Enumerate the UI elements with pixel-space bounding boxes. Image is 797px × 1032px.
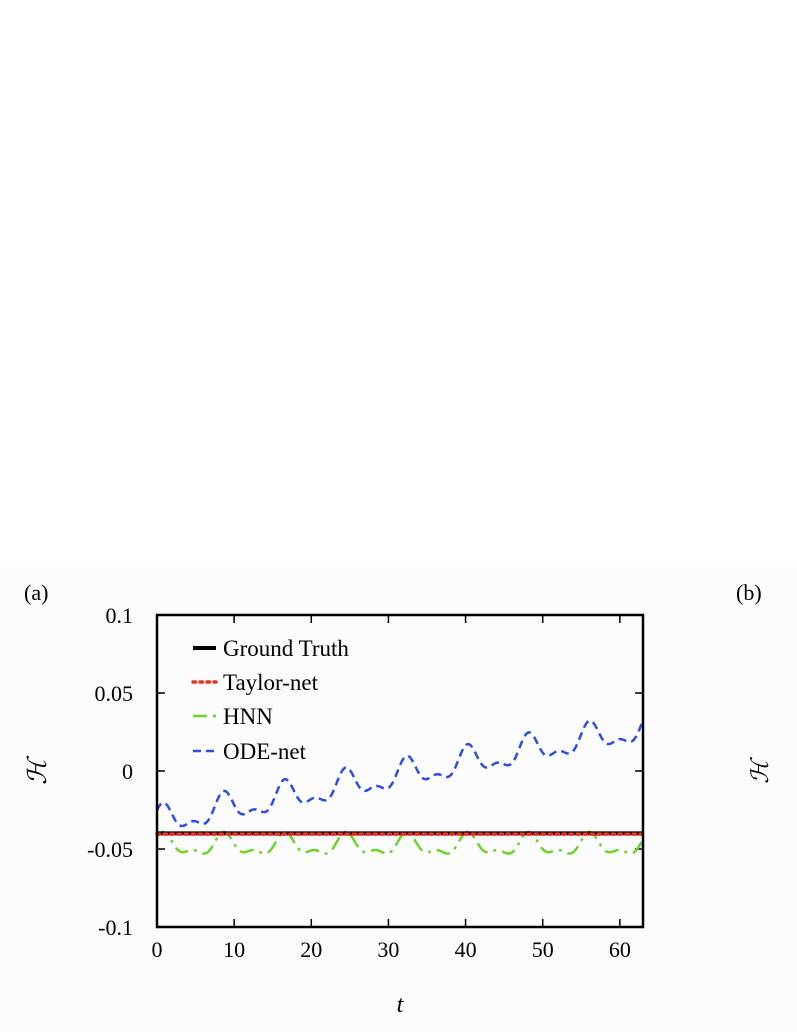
x-tick-label: 0 bbox=[152, 937, 163, 962]
chart-a: (a) (b) ℋ ℋ t 0 10 20 30 40 50 60 0.1 0.05 0 -0.05… bbox=[23, 580, 774, 1018]
x-axis-label: t bbox=[397, 992, 405, 1018]
y-tick-label: 0 bbox=[122, 759, 133, 784]
x-tick-label: 50 bbox=[532, 937, 554, 962]
plot-frame bbox=[155, 613, 645, 929]
legend-label: ODE-net bbox=[223, 739, 307, 764]
legend-label: HNN bbox=[223, 704, 273, 729]
y-tick-label: -0.1 bbox=[98, 915, 133, 940]
panel-label-b: (b) bbox=[736, 580, 762, 605]
y-tick-label: 0.05 bbox=[95, 681, 134, 706]
x-tick-label: 60 bbox=[609, 937, 631, 962]
series-line bbox=[155, 830, 645, 855]
y-tick-label: 0.1 bbox=[106, 603, 134, 628]
x-tick-label: 20 bbox=[300, 937, 322, 962]
panel-label-a: (a) bbox=[24, 580, 48, 605]
legend-label: Taylor-net bbox=[223, 670, 319, 695]
panel-b-ylabel: ℋ bbox=[748, 757, 774, 784]
x-tick-label: 40 bbox=[455, 937, 477, 962]
series-group bbox=[155, 719, 645, 855]
x-tick-label: 30 bbox=[377, 937, 399, 962]
legend-label: Ground Truth bbox=[223, 636, 349, 661]
axis-ticks: 0 10 20 30 40 50 60 0.1 0.05 0 -0.05 -0.1 bbox=[87, 603, 643, 962]
y-axis-label: ℋ bbox=[23, 755, 52, 785]
series-line bbox=[155, 719, 645, 828]
x-tick-label: 10 bbox=[223, 937, 245, 962]
figure-panel: (a) (b) ℋ ℋ t 0 10 20 30 40 50 60 0.1 0.05 0 -0.05… bbox=[0, 562, 797, 1032]
y-tick-label: -0.05 bbox=[87, 837, 133, 862]
legend: Ground Truth Taylor-net HNN ODE-net bbox=[191, 636, 349, 764]
